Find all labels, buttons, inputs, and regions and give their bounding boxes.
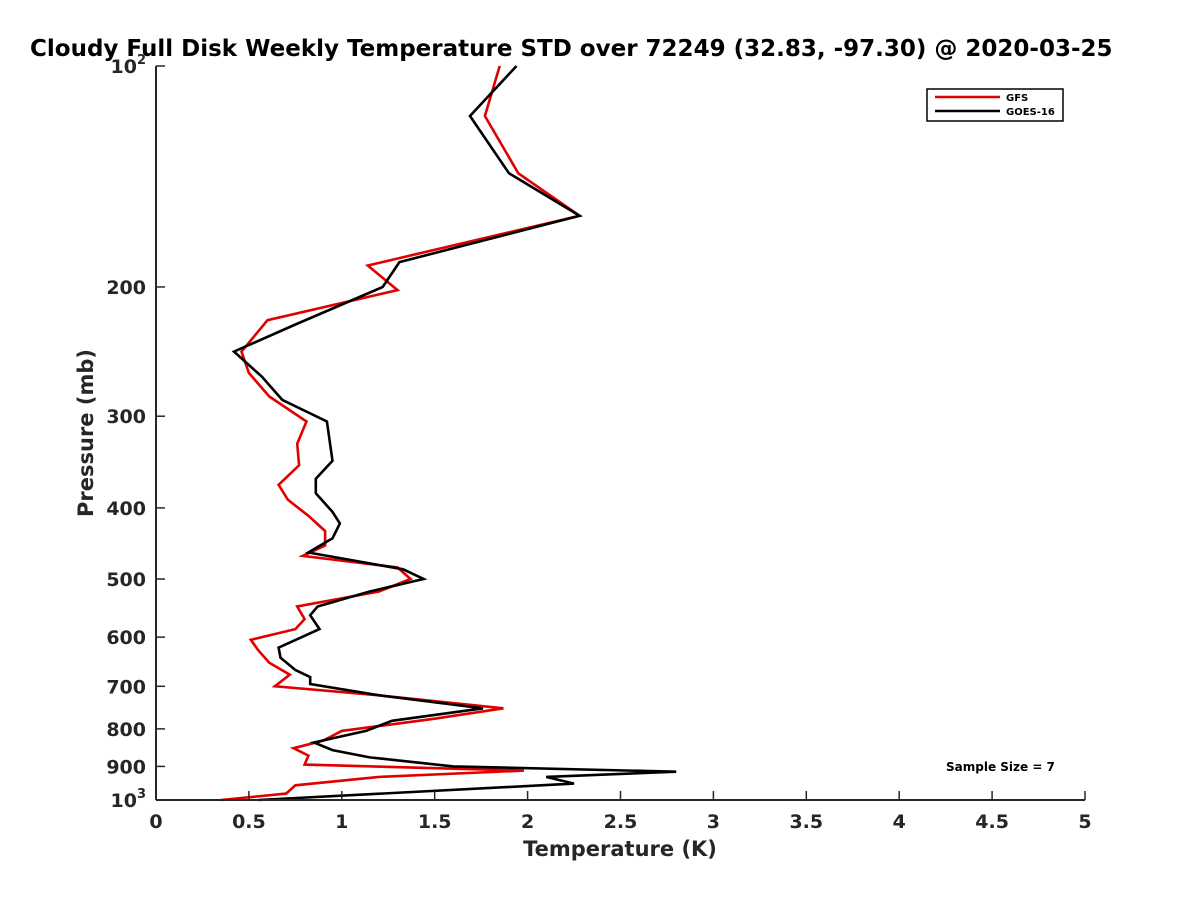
x-tick-label: 2.5 [604,811,638,833]
y-tick-label: 800 [106,719,146,741]
x-tick-label: 1.5 [418,811,452,833]
x-axis-label: Temperature (K) [523,837,717,861]
y-tick-label: 400 [106,498,146,520]
y-tick-base: 800 [106,719,146,741]
x-tick-label: 4 [893,811,906,833]
series-layer [220,65,677,802]
series-line-goes16 [231,65,677,802]
y-tick-base: 400 [106,498,146,520]
y-tick-exponent: 2 [137,53,146,68]
y-tick-label: 103 [111,787,147,812]
y-tick-base: 200 [106,277,146,299]
plot-area: 0 0.5 1 1.5 2 2.5 3 3.5 4 4.5 5 102200300400500600… [106,53,1091,833]
y-tick-base: 10 [111,790,137,812]
chart-title: Cloudy Full Disk Weekly Temperature STD … [30,36,1113,62]
legend-label-goes16: GOES-16 [1006,107,1055,118]
x-tick-label: 3.5 [789,811,823,833]
x-tick-label: 3 [707,811,720,833]
y-tick-label: 200 [106,277,146,299]
y-tick-base: 600 [106,627,146,649]
y-tick-exponent: 3 [137,787,146,802]
x-tick-label: 0.5 [232,811,266,833]
y-tick-base: 300 [106,406,146,428]
legend-box [926,88,1064,122]
y-tick-label: 300 [106,406,146,428]
y-tick-base: 700 [106,676,146,698]
legend-label-gfs: GFS [1006,93,1028,104]
x-tick-label: 4.5 [975,811,1009,833]
x-tick-label: 5 [1078,811,1091,833]
y-tick-label: 600 [106,627,146,649]
x-tick-label: 2 [521,811,534,833]
x-tick-label: 1 [335,811,348,833]
y-tick-label: 900 [106,756,146,778]
y-axis-label: Pressure (mb) [74,349,98,517]
sample-size-annotation: Sample Size = 7 [946,760,1055,774]
y-tick-base: 500 [106,569,146,591]
legend: GFS GOES-16 [926,88,1064,122]
x-ticks: 0 0.5 1 1.5 2 2.5 3 3.5 4 4.5 5 [149,791,1092,833]
y-tick-label: 700 [106,676,146,698]
x-tick-label: 0 [149,811,162,833]
y-tick-base: 10 [111,56,137,78]
y-tick-label: 500 [106,569,146,591]
y-tick-base: 900 [106,756,146,778]
series-line-gfs [220,65,583,802]
y-tick-label: 102 [111,53,147,78]
